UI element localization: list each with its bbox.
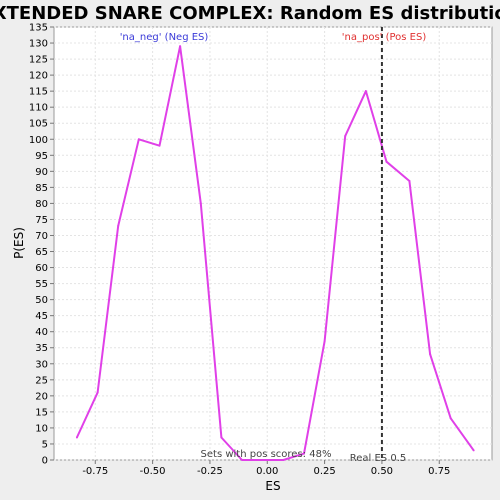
- data-point: [385, 160, 388, 163]
- y-tick-label: 35: [35, 343, 48, 354]
- y-tick-label: 45: [35, 311, 48, 322]
- y-tick-label: 90: [35, 167, 48, 178]
- x-tick-label: 0.00: [256, 466, 278, 477]
- data-point: [261, 459, 264, 461]
- y-tick-label: 100: [29, 135, 48, 146]
- axes: 0 5 10 15 20 25 30 35 40 45 50 55 60 65 70 75 80 85 90 95 10…: [29, 23, 450, 478]
- pos-es-label: 'na_pos' (Pos ES): [342, 32, 427, 43]
- y-tick-label: 0: [42, 456, 48, 467]
- y-tick-label: 15: [35, 407, 48, 418]
- data-point: [220, 436, 223, 439]
- y-axis-title: P(ES): [12, 227, 26, 259]
- data-point: [408, 179, 411, 182]
- y-tick-label: 5: [42, 439, 48, 450]
- y-tick-label: 25: [35, 375, 48, 386]
- y-tick-label: 125: [29, 55, 48, 66]
- series-line: [75, 45, 475, 461]
- data-point: [137, 138, 140, 141]
- data-point: [241, 459, 244, 461]
- data-point: [199, 202, 202, 205]
- y-tick-label: 75: [35, 215, 48, 226]
- data-point: [282, 459, 285, 461]
- y-tick-label: 110: [29, 103, 48, 114]
- x-axis-title: ES: [265, 479, 280, 493]
- y-tick-label: 95: [35, 151, 48, 162]
- x-tick-label: -0.25: [197, 466, 223, 477]
- data-point: [117, 224, 120, 227]
- chart-title: EXTENDED SNARE COMPLEX: Random ES distri…: [0, 3, 500, 24]
- data-point: [179, 45, 182, 48]
- data-point: [75, 436, 78, 439]
- plot-area: [53, 26, 493, 461]
- y-tick-label: 20: [35, 391, 48, 402]
- data-point: [364, 90, 367, 93]
- data-point: [158, 144, 161, 147]
- y-tick-label: 10: [35, 423, 48, 434]
- y-tick-label: 115: [29, 87, 48, 98]
- y-tick-label: 130: [29, 39, 48, 50]
- y-tick-label: 60: [35, 263, 48, 274]
- x-tick-label: 0.25: [313, 466, 335, 477]
- data-point: [344, 135, 347, 138]
- y-tick-label: 120: [29, 71, 48, 82]
- data-point: [472, 449, 475, 452]
- data-point: [302, 452, 305, 455]
- sets-pos-scores-label: Sets with pos scores: 48%: [201, 449, 332, 460]
- y-tick-label: 55: [35, 279, 48, 290]
- y-tick-label: 80: [35, 199, 48, 210]
- y-tick-label: 65: [35, 247, 48, 258]
- data-point: [323, 340, 326, 343]
- data-point: [449, 417, 452, 420]
- y-tick-label: 30: [35, 359, 48, 370]
- y-tick-label: 50: [35, 295, 48, 306]
- x-tick-label: 0.75: [428, 466, 450, 477]
- y-tick-label: 105: [29, 119, 48, 130]
- x-tick-label: -0.75: [82, 466, 108, 477]
- x-tick-label: -0.50: [140, 466, 166, 477]
- y-tick-label: 70: [35, 231, 48, 242]
- x-tick-label: 0.50: [371, 466, 393, 477]
- y-tick-label: 135: [29, 23, 48, 34]
- series: [75, 45, 475, 461]
- real-es-label: Real ES 0.5: [350, 453, 406, 464]
- y-tick-label: 40: [35, 327, 48, 338]
- y-tick-label: 85: [35, 183, 48, 194]
- data-point: [429, 353, 432, 356]
- neg-es-label: 'na_neg' (Neg ES): [120, 32, 209, 43]
- data-point: [96, 391, 99, 394]
